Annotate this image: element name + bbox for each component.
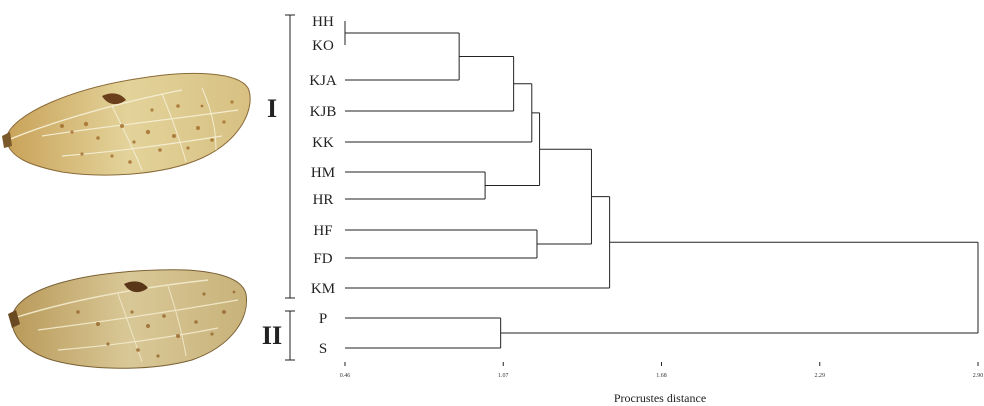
wing-image-top <box>2 72 251 176</box>
wing-image-bottom <box>8 269 248 369</box>
dendrogram-links <box>344 21 979 349</box>
group-bracket-II: II <box>262 310 295 361</box>
x-tick-label-4: 2.90 <box>973 373 984 379</box>
leaf-label-km: KM <box>311 281 335 297</box>
x-tick-label-1: 1.07 <box>498 373 509 379</box>
leaf-label-kjb: KJB <box>310 104 337 120</box>
x-tick-label-0: 0.46 <box>340 373 351 379</box>
leaf-label-s: S <box>319 341 327 357</box>
leaf-label-hf: HF <box>313 223 332 239</box>
x-axis-title: Procrustes distance <box>614 391 706 405</box>
group-label-II: II <box>262 321 282 350</box>
x-tick-label-3: 2.29 <box>815 373 826 379</box>
leaf-label-ko: KO <box>312 38 334 54</box>
x-axis: 0.46 1.07 1.68 2.29 2.90 <box>340 362 984 379</box>
leaf-label-fd: FD <box>313 251 332 267</box>
leaf-labels: HH KO KJA KJB KK HM HR HF FD KM PS <box>309 14 337 357</box>
leaf-label-kk: KK <box>312 135 334 151</box>
group-bracket-I: I <box>267 14 295 299</box>
leaf-label-hm: HM <box>311 165 335 181</box>
x-tick-label-2: 1.68 <box>656 373 667 379</box>
leaf-label-p: P <box>319 311 327 327</box>
leaf-label-kja: KJA <box>309 73 337 89</box>
group-label-I: I <box>267 94 277 123</box>
leaf-label-hr: HR <box>313 192 334 208</box>
leaf-label-hh: HH <box>312 14 334 30</box>
